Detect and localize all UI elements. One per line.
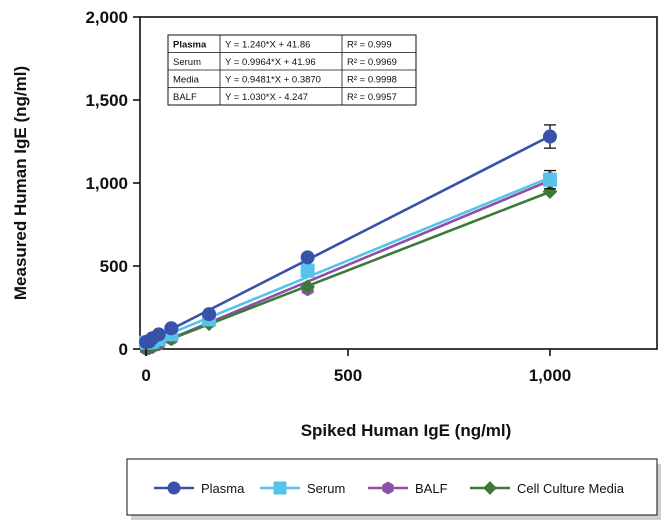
equation-label: Serum (173, 57, 201, 68)
equation-formula: Y = 0.9964*X + 41.96 (225, 57, 316, 68)
data-point (300, 263, 315, 278)
legend-entry-cell-culture-media: Cell Culture Media (470, 481, 625, 496)
legend-marker (273, 481, 287, 495)
equation-table: Plasma Y = 1.240*X + 41.86 R² = 0.999 Serum… (167, 34, 417, 106)
series-serum (139, 169, 557, 350)
data-point (300, 279, 315, 295)
tick-layer: 0 500 1,000 1,500 2,000 0 500 1,000 (85, 8, 571, 385)
legend: Plasma Serum BALF Cell Culture Media (126, 458, 661, 520)
legend-entry-balf: BALF (368, 481, 448, 496)
equation-formula: Y = 0.9481*X + 0.3870 (225, 75, 321, 86)
y-tick-label: 1,000 (85, 174, 128, 193)
x-tick-label: 0 (141, 366, 150, 385)
legend-label: Plasma (201, 481, 245, 496)
equation-r2: R² = 0.9969 (347, 57, 397, 68)
equation-label: Media (173, 75, 200, 86)
y-tick-label: 1,500 (85, 91, 128, 110)
x-tick-label: 500 (334, 366, 362, 385)
legend-label: Cell Culture Media (517, 481, 625, 496)
equation-formula: Y = 1.030*X - 4.247 (225, 92, 308, 103)
data-point (164, 321, 179, 336)
legend-marker (483, 481, 497, 495)
y-tick-label: 0 (119, 340, 128, 359)
x-tick-label: 1,000 (529, 366, 572, 385)
equation-r2: R² = 0.999 (347, 40, 392, 51)
equation-formula: Y = 1.240*X + 41.86 (225, 40, 310, 51)
legend-entry-plasma: Plasma (154, 481, 245, 496)
series-balf (140, 171, 557, 356)
data-point (300, 250, 315, 265)
equation-r2: R² = 0.9998 (347, 75, 397, 86)
data-point (151, 327, 166, 342)
x-axis-title: Spiked Human IgE (ng/ml) (301, 421, 512, 440)
equation-label: BALF (173, 92, 197, 103)
data-point (202, 307, 217, 322)
series-layer (138, 124, 558, 357)
legend-label: Serum (307, 481, 345, 496)
data-point (542, 184, 558, 199)
y-axis-title: Measured Human IgE (ng/ml) (11, 66, 30, 300)
series-plasma (139, 124, 557, 350)
legend-label: BALF (415, 481, 448, 496)
data-point (542, 172, 557, 187)
y-tick-label: 500 (100, 257, 128, 276)
legend-marker (382, 481, 394, 495)
equation-label: Plasma (173, 40, 207, 51)
data-point (542, 129, 557, 144)
equation-r2: R² = 0.9957 (347, 92, 397, 103)
y-tick-label: 2,000 (85, 8, 128, 27)
series-line (145, 134, 551, 344)
series-cell-culture-media (138, 184, 558, 357)
legend-marker (167, 481, 181, 495)
legend-entry-serum: Serum (260, 481, 345, 496)
